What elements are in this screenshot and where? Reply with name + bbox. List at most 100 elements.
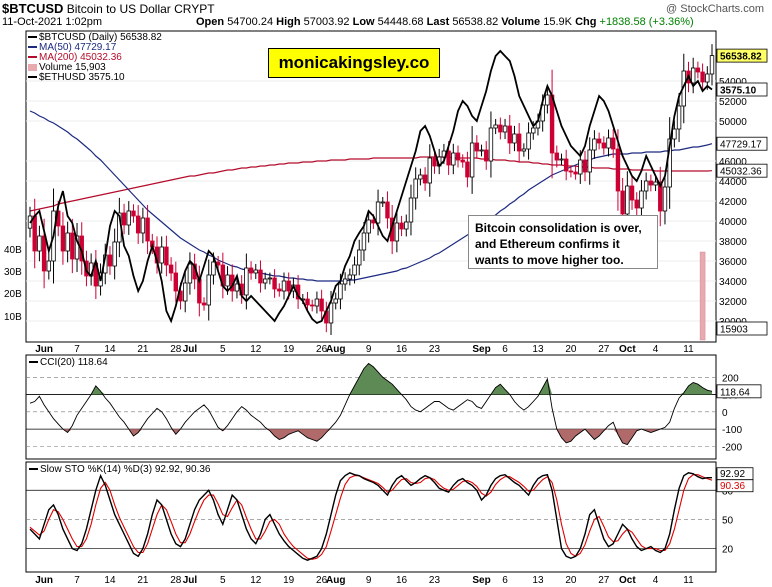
candle-body — [206, 274, 211, 306]
sto-tick-label: 50 — [722, 515, 734, 526]
candle-body — [690, 67, 696, 84]
candle-body — [234, 283, 240, 292]
high-value: 57003.92 — [303, 16, 350, 28]
candle-body — [662, 186, 668, 212]
cci-tick-label: -100 — [722, 425, 742, 436]
last-value: 56538.82 — [452, 16, 499, 28]
candle-body — [352, 264, 357, 276]
chart-header: $BTCUSD Bitcoin to US Dollar CRYPT — [2, 1, 215, 17]
candle-body — [545, 94, 550, 106]
x-main-tick-label: 12 — [250, 344, 262, 355]
candle-body — [375, 201, 381, 224]
candle-body — [563, 158, 569, 172]
candle-body — [611, 137, 616, 150]
x-main-tick-label: 4 — [653, 344, 659, 355]
sto-title: Slow STO %K(14) %D(3) 92.92, 90.36 — [29, 464, 210, 475]
candle-body — [705, 73, 710, 83]
candle-body — [648, 180, 654, 186]
legend-main: $BTCUSD (Daily) 56538.82 — [28, 33, 162, 43]
candle-body — [338, 283, 343, 300]
legend-volume: Volume 15,903 — [28, 63, 162, 73]
legend-eth-swatch — [28, 76, 37, 79]
x-bottom-tick-label: 20 — [565, 575, 577, 586]
candle-body — [328, 302, 334, 324]
main-y-axis: 3000032000340003600038000400004200044000… — [719, 77, 747, 328]
price-label: 15903 — [720, 325, 748, 336]
x-main-tick-label: Aug — [326, 344, 345, 355]
candle-body — [305, 298, 310, 306]
candle-body — [333, 298, 338, 304]
cci-layer — [26, 362, 716, 447]
x-main-tick-label: 16 — [396, 344, 408, 355]
candle-body — [554, 152, 559, 161]
x-bottom-tick-label: 27 — [598, 575, 610, 586]
legend-main-label: $BTCUSD (Daily) 56538.82 — [39, 32, 162, 43]
x-bottom-tick-label: Sep — [472, 575, 490, 586]
legend-ma50: MA(50) 47729.17 — [28, 43, 162, 53]
candle-body — [310, 304, 315, 307]
legend-ma200-swatch — [28, 56, 37, 59]
price-label: 47729.17 — [720, 140, 762, 151]
candle-body — [582, 159, 588, 173]
stockcharts-credit[interactable]: @ StockCharts.com — [666, 3, 764, 15]
annotation-line-2: and Ethereum confirms it — [475, 237, 620, 251]
x-main-tick-label: 28 — [170, 344, 182, 355]
annotation-box: Bitcoin consolidation is over, and Ether… — [468, 215, 658, 269]
y-tick-label: 54000 — [719, 77, 747, 88]
legend-eth: $ETHUSD 3575.10 — [28, 73, 162, 83]
cci-negative-fill — [30, 429, 712, 445]
candle-body — [361, 232, 367, 251]
candle-body — [601, 142, 607, 149]
price-labels: 56538.82 3575.10 47729.17 45032.36 15903 — [716, 48, 768, 336]
candle-body — [357, 249, 362, 266]
candle-body — [592, 138, 597, 151]
candle-body — [568, 170, 574, 173]
x-bottom-tick-label: 12 — [250, 575, 262, 586]
y-tick-label: 52000 — [719, 97, 747, 108]
candle-body — [342, 278, 348, 285]
volume-tick-label: 40B — [4, 245, 22, 256]
eth-layer — [29, 49, 713, 325]
candle-body — [404, 221, 409, 230]
low-label: Low — [352, 16, 375, 28]
candle-body — [183, 282, 188, 302]
legend-ma50-swatch — [28, 46, 37, 49]
price-label: 3575.10 — [720, 86, 757, 97]
cci-title-text: CCI(20) 118.64 — [40, 357, 108, 368]
y-tick-label: 50000 — [719, 117, 747, 128]
price-label-box — [716, 136, 768, 151]
last-label: Last — [426, 16, 450, 28]
x-bottom-tick-label: 26 — [316, 575, 328, 586]
x-bottom-tick-label: 21 — [137, 575, 149, 586]
ma50-line — [29, 110, 713, 282]
cci-last-box — [716, 384, 762, 399]
volume-tick-label: 20B — [4, 289, 22, 300]
sto-k-line — [29, 472, 712, 561]
cci-tick-label: 0 — [722, 408, 728, 419]
candle-body — [615, 148, 621, 192]
candle-body — [159, 246, 164, 264]
candle-body — [140, 217, 146, 234]
open-value: 54700.24 — [227, 16, 274, 28]
candle-body — [474, 142, 480, 152]
x-bottom-tick-label: 19 — [283, 575, 295, 586]
y-tick-label: 36000 — [719, 257, 747, 268]
x-bottom-tick-label: 7 — [74, 575, 80, 586]
volume-tick-label: 10B — [4, 312, 22, 323]
candle-body — [121, 212, 127, 226]
x-bottom-tick-label: 28 — [170, 575, 182, 586]
candle-body — [596, 138, 602, 144]
candle-body — [37, 235, 42, 252]
candle-body — [587, 149, 592, 173]
candle-body — [676, 105, 682, 130]
candle-body — [709, 55, 715, 75]
candle-body — [531, 127, 536, 134]
x-bottom-tick-label: Jul — [183, 575, 198, 586]
x-main-tick-label: 11 — [683, 344, 694, 355]
candle-body — [643, 180, 649, 192]
candle-body — [74, 235, 80, 260]
candle-body — [700, 71, 705, 83]
